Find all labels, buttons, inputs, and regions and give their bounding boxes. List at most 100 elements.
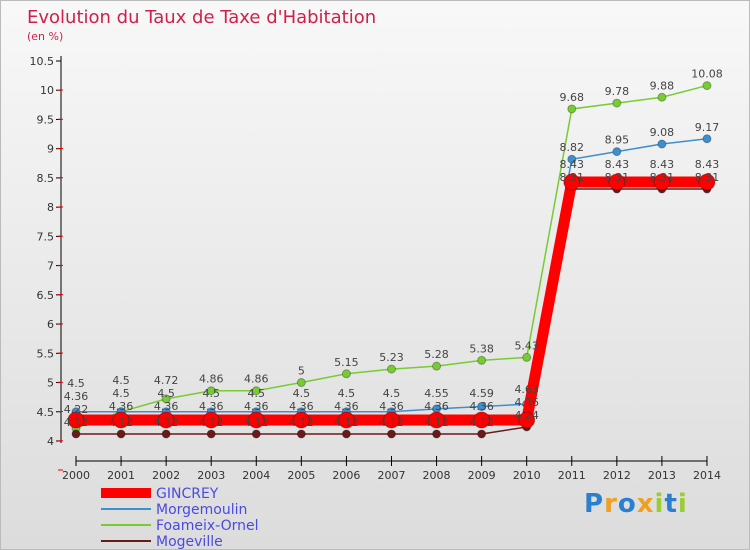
- data-point: [567, 154, 577, 164]
- data-label: 4.36: [109, 400, 134, 413]
- data-label: 4.5: [157, 387, 175, 400]
- legend-swatch: [101, 508, 151, 510]
- x-tick-label: 2014: [693, 469, 721, 482]
- y-tick-label: 10: [40, 84, 54, 97]
- data-point: [432, 429, 442, 439]
- x-tick-label: 2005: [287, 469, 315, 482]
- data-label: 5.38: [469, 342, 494, 355]
- data-label: 4.12: [64, 416, 89, 429]
- y-tick-label: 10.5: [30, 55, 55, 68]
- data-label: 4.12: [109, 416, 134, 429]
- x-tick-label: 2004: [242, 469, 270, 482]
- data-point: [161, 394, 171, 404]
- data-label: 4.24: [514, 409, 539, 422]
- data-point: [382, 411, 400, 429]
- data-point: [657, 92, 667, 102]
- data-point: [296, 378, 306, 388]
- data-point: [112, 411, 130, 429]
- data-point: [522, 352, 532, 362]
- data-point: [251, 386, 261, 396]
- data-label: 8.31: [605, 171, 630, 184]
- data-label: 4.36: [514, 396, 539, 409]
- data-label: 8.43: [605, 158, 630, 171]
- legend-label: Morgemoulin: [156, 502, 248, 518]
- data-label: 9.68: [560, 91, 585, 104]
- data-point: [116, 429, 126, 439]
- x-tick-label: 2010: [513, 469, 541, 482]
- data-point: [698, 173, 716, 191]
- data-label: 8.31: [650, 171, 675, 184]
- data-label: 4.12: [154, 416, 179, 429]
- data-point: [202, 411, 220, 429]
- data-point: [477, 402, 487, 412]
- data-label: 4.12: [469, 416, 494, 429]
- y-tick-label: 4.5: [37, 406, 55, 419]
- data-point: [563, 173, 581, 191]
- legend-label: Mogeville: [156, 534, 223, 550]
- data-point: [386, 364, 396, 374]
- data-point: [341, 369, 351, 379]
- data-point: [161, 429, 171, 439]
- data-label: 8.31: [695, 171, 720, 184]
- data-label: 10.08: [691, 68, 723, 81]
- data-label: 4.36: [289, 400, 314, 413]
- x-tick-label: 2003: [197, 469, 225, 482]
- data-label: 9.08: [650, 126, 675, 139]
- x-tick-label: 2013: [648, 469, 676, 482]
- data-point: [477, 429, 487, 439]
- data-label: 4.12: [379, 416, 404, 429]
- data-label: 9.78: [605, 85, 630, 98]
- data-point: [608, 173, 626, 191]
- data-point: [296, 429, 306, 439]
- x-tick-label: 2001: [107, 469, 135, 482]
- data-point: [206, 429, 216, 439]
- data-label: 4.5: [112, 374, 130, 387]
- x-tick-label: 2012: [603, 469, 631, 482]
- y-tick-label: 8: [47, 201, 54, 214]
- data-point: [341, 429, 351, 439]
- data-point: [432, 361, 442, 371]
- data-label: 4.5: [67, 377, 85, 390]
- data-label: 8.43: [650, 158, 675, 171]
- data-label: 4.72: [154, 374, 179, 387]
- y-tick-label: 7: [47, 260, 54, 273]
- data-point: [157, 411, 175, 429]
- data-point: [386, 429, 396, 439]
- data-label: 5.43: [514, 339, 539, 352]
- x-tick-label: 2011: [558, 469, 586, 482]
- data-label: 4.12: [424, 416, 449, 429]
- data-label: 4.12: [199, 416, 224, 429]
- data-point: [477, 355, 487, 365]
- data-label: 8.82: [560, 141, 585, 154]
- data-label: 4.5: [248, 387, 266, 400]
- x-tick-label: 2009: [468, 469, 496, 482]
- data-label: 4.36: [244, 400, 269, 413]
- data-label: 4.36: [154, 400, 179, 413]
- data-label: 4.36: [424, 400, 449, 413]
- data-label: 4.86: [199, 373, 224, 386]
- x-tick-label: 2006: [332, 469, 360, 482]
- legend-swatch: [101, 488, 151, 498]
- data-label: 4.12: [289, 416, 314, 429]
- data-label: 4.5: [202, 387, 220, 400]
- data-label: 8.43: [560, 158, 585, 171]
- data-label: 9.17: [695, 121, 720, 134]
- y-tick-label: 6: [47, 318, 54, 331]
- legend-label: GINCREY: [156, 486, 219, 502]
- y-tick-label: 5.5: [37, 347, 55, 360]
- data-label: 4.36: [199, 400, 224, 413]
- data-point: [292, 411, 310, 429]
- data-point: [247, 411, 265, 429]
- data-label: 4.5: [383, 387, 401, 400]
- x-tick-label: 2000: [62, 469, 90, 482]
- data-point: [473, 411, 491, 429]
- data-label: 4.55: [424, 387, 449, 400]
- data-label: 4.22: [64, 403, 89, 416]
- legend-swatch: [101, 524, 151, 526]
- legend-swatch: [101, 540, 151, 542]
- legend-label: Foameix-Ornel: [156, 518, 259, 534]
- data-point: [612, 147, 622, 157]
- data-label: 4.12: [334, 416, 359, 429]
